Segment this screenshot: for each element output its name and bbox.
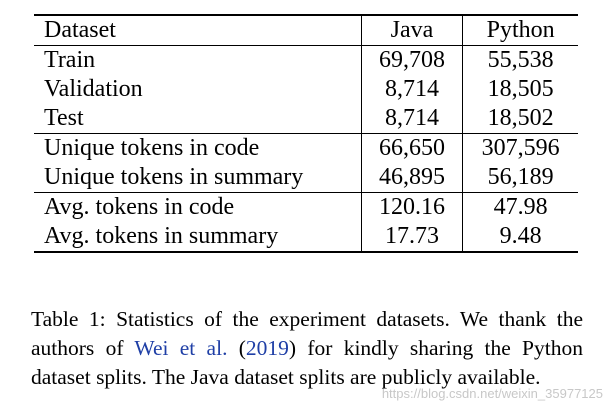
table-cell: 17.73 (361, 222, 464, 253)
table-caption: Table 1: Statistics of the experiment da… (31, 305, 583, 392)
table-cell: 8,714 (361, 75, 464, 104)
column-header: Python (462, 14, 578, 46)
table-cell: 8,714 (361, 104, 464, 134)
table-row: Validation 8,714 18,505 (34, 75, 578, 104)
table-cell: 47.98 (462, 192, 578, 222)
citation-link-authors[interactable]: Wei et al. (134, 335, 228, 360)
row-label: Avg. tokens in summary (34, 222, 362, 253)
citation-link-year[interactable]: 2019 (245, 335, 289, 360)
table-row: Avg. tokens in code 120.16 47.98 (34, 192, 578, 222)
table-cell: 307,596 (462, 133, 578, 163)
caption-paren-open: ( (227, 335, 246, 360)
watermark-url: https://blog.csdn.net/weixin_35977125 (381, 386, 603, 401)
row-label: Unique tokens in summary (34, 163, 362, 193)
table-cell: 69,708 (361, 45, 464, 75)
table-cell: 18,505 (487, 76, 554, 102)
row-label: Test (34, 104, 362, 134)
column-header: Java (361, 14, 464, 46)
caption-text-start: Table 1: Statistics of the experiment da… (31, 306, 583, 360)
table-cell: 66,650 (361, 133, 464, 163)
table-row: Unique tokens in summary 46,895 56,189 (34, 163, 578, 193)
table-row: Test 8,714 18,502 (34, 104, 578, 134)
column-header: Dataset (34, 14, 362, 46)
caption-text-end: ) for kindly sharing the Python dataset … (31, 335, 583, 389)
table-cell: 120.16 (361, 192, 464, 222)
table-cell: 55,538 (487, 47, 554, 73)
row-label: Avg. tokens in code (34, 192, 362, 222)
table-row: Train 69,708 55,538 (34, 45, 578, 75)
table-cell: 18,502 (487, 105, 554, 131)
table-header-row: Dataset Java Python (34, 14, 578, 46)
row-label: Train (34, 45, 362, 75)
row-label: Unique tokens in code (34, 133, 362, 163)
row-label: Validation (34, 75, 362, 104)
table-cell: 56,189 (487, 164, 554, 190)
table-row: Unique tokens in code 66,650 307,596 (34, 133, 578, 163)
table-cell: 9.48 (462, 222, 578, 253)
table-row: Avg. tokens in summary 17.73 9.48 (34, 222, 578, 253)
table-cell: 46,895 (361, 163, 464, 193)
statistics-table: Dataset Java Python Train 69,708 55,538 Valida… (34, 14, 578, 253)
